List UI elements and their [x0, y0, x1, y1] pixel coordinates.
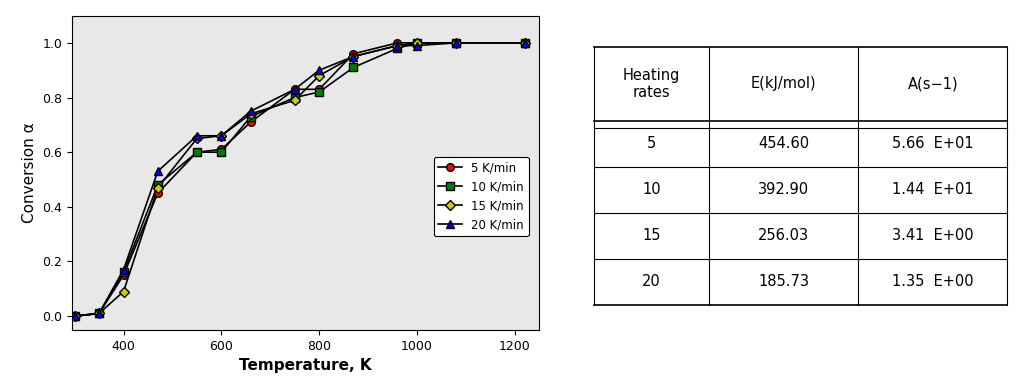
Text: A(s−1): A(s−1) [907, 76, 958, 91]
Text: E(kJ/mol): E(kJ/mol) [752, 76, 817, 91]
Text: 3.41  E+00: 3.41 E+00 [892, 228, 973, 243]
Text: 5: 5 [646, 136, 656, 151]
X-axis label: Temperature, K: Temperature, K [239, 358, 372, 373]
Text: 1.35  E+00: 1.35 E+00 [892, 274, 973, 289]
Text: 15: 15 [642, 228, 661, 243]
Text: 20: 20 [642, 274, 661, 289]
Text: 10: 10 [642, 182, 661, 197]
Y-axis label: Conversion α: Conversion α [22, 122, 37, 223]
Text: 5.66  E+01: 5.66 E+01 [892, 136, 973, 151]
Text: 392.90: 392.90 [759, 182, 809, 197]
Text: 256.03: 256.03 [759, 228, 809, 243]
Text: 1.44  E+01: 1.44 E+01 [892, 182, 973, 197]
Text: 185.73: 185.73 [759, 274, 809, 289]
Text: 454.60: 454.60 [759, 136, 809, 151]
Legend: 5 K/min, 10 K/min, 15 K/min, 20 K/min: 5 K/min, 10 K/min, 15 K/min, 20 K/min [434, 157, 529, 236]
Text: Heating
rates: Heating rates [623, 68, 680, 100]
